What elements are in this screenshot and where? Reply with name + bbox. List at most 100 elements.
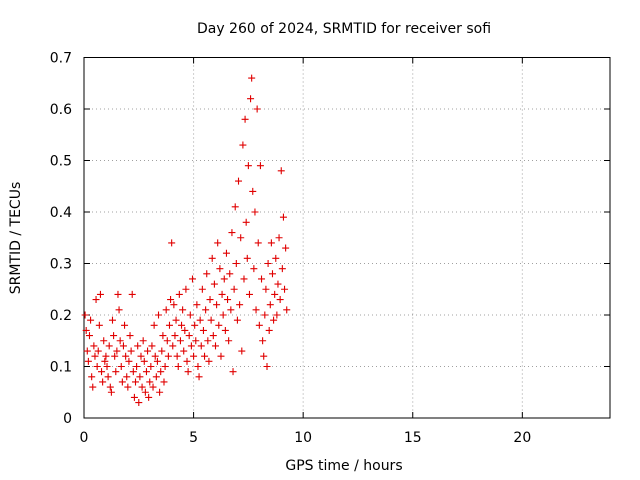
data-point	[235, 177, 243, 185]
data-point	[148, 342, 156, 350]
data-point	[159, 332, 167, 340]
data-point	[92, 296, 100, 304]
data-point	[252, 306, 260, 314]
data-point	[193, 301, 201, 309]
data-point	[253, 105, 261, 113]
data-point	[248, 74, 256, 82]
data-point	[203, 270, 211, 278]
data-point	[84, 357, 92, 365]
y-tick-label: 0.4	[50, 205, 72, 221]
y-tick-label: 0.2	[50, 308, 72, 324]
data-point	[115, 306, 123, 314]
data-point	[194, 363, 202, 370]
data-point	[220, 275, 228, 283]
data-point	[195, 373, 203, 381]
x-tick-label: 5	[189, 430, 198, 446]
data-point	[226, 270, 234, 278]
data-point	[121, 321, 129, 329]
data-point	[134, 342, 142, 350]
data-point	[164, 352, 172, 360]
data-point	[241, 115, 249, 123]
data-point	[117, 363, 125, 370]
data-point	[230, 285, 238, 293]
data-point	[255, 321, 263, 329]
data-point	[156, 388, 164, 396]
data-point	[167, 296, 175, 304]
y-tick-label: 0.3	[50, 257, 72, 273]
data-point	[81, 311, 89, 319]
x-tick-label: 10	[294, 430, 312, 446]
data-point	[118, 378, 126, 386]
y-tick-label: 0.5	[50, 154, 72, 170]
data-point	[140, 357, 148, 365]
data-point	[228, 229, 236, 237]
data-point	[162, 306, 170, 314]
y-tick-label: 0	[63, 411, 72, 427]
data-point	[229, 368, 237, 376]
data-point	[151, 352, 159, 360]
y-tick-label: 0.1	[50, 360, 72, 376]
data-point	[282, 244, 290, 252]
data-point	[256, 162, 264, 170]
data-point	[213, 301, 221, 309]
data-point	[185, 332, 193, 340]
data-point	[225, 337, 233, 345]
data-point	[102, 352, 110, 360]
data-point	[139, 337, 147, 345]
tick-labels: 0 0.1 0.2 0.3 0.4 0.5 0.6 0.7 0 5 10 15 20	[50, 51, 532, 447]
data-point	[158, 347, 166, 355]
data-point	[172, 316, 180, 324]
data-point	[192, 337, 200, 345]
data-point	[215, 321, 223, 329]
data-point	[101, 357, 109, 365]
data-point	[247, 95, 255, 103]
data-point	[204, 337, 212, 345]
data-point	[222, 249, 230, 257]
data-point	[153, 357, 161, 365]
data-point	[129, 368, 137, 376]
data-point	[279, 213, 287, 221]
x-axis-title: GPS time / hours	[285, 458, 402, 474]
data-point	[275, 234, 283, 242]
data-point	[93, 363, 101, 370]
data-point	[175, 290, 183, 298]
data-point	[281, 285, 289, 293]
data-point	[238, 347, 246, 355]
data-points	[81, 74, 291, 407]
data-point	[141, 388, 149, 396]
data-point	[122, 352, 130, 360]
data-point	[277, 167, 285, 175]
data-point	[106, 383, 114, 391]
data-point	[161, 363, 169, 370]
data-point	[174, 363, 182, 370]
data-point	[240, 275, 248, 283]
data-point	[94, 347, 102, 355]
data-point	[249, 187, 257, 195]
data-point	[251, 208, 259, 216]
data-point	[227, 306, 235, 314]
data-point	[85, 332, 93, 340]
data-point	[265, 326, 273, 334]
data-point	[130, 393, 138, 401]
data-point	[171, 332, 179, 340]
data-point	[188, 275, 196, 283]
data-point	[264, 260, 272, 267]
data-point	[254, 239, 262, 247]
data-point	[83, 347, 91, 355]
x-tick-label: 20	[513, 430, 531, 446]
data-point	[87, 316, 95, 324]
data-point	[95, 321, 103, 329]
data-point	[137, 352, 145, 360]
data-point	[202, 306, 210, 314]
data-point	[147, 363, 155, 370]
data-point	[267, 239, 275, 247]
data-point	[250, 265, 258, 273]
y-tick-label: 0.7	[50, 51, 72, 67]
data-point	[186, 311, 194, 319]
data-point	[82, 326, 90, 334]
data-point	[108, 316, 116, 324]
data-point	[150, 321, 158, 329]
data-point	[116, 337, 124, 345]
data-point	[263, 363, 271, 370]
